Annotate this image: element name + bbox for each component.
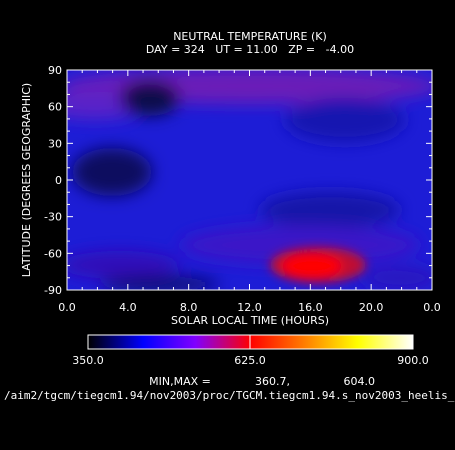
x-tick-label-5: 20.0 (359, 301, 384, 314)
colorbar-mid-label: 625.0 (234, 354, 266, 367)
north-cold-patch (120, 80, 180, 116)
south-mid-patch (260, 192, 400, 228)
south-evening-patch (360, 266, 432, 290)
y-tick-label-0: -90 (44, 284, 62, 297)
x-axis-label: SOLAR LOCAL TIME (HOURS) (171, 314, 329, 327)
y-tick-label-4: 30 (48, 137, 62, 150)
x-tick-label-2: 8.0 (180, 301, 198, 314)
heatmap-plot (67, 70, 432, 290)
warm-maximum (270, 247, 366, 283)
y-tick-label-5: 60 (48, 101, 62, 114)
minmax-label: MIN,MAX = (149, 375, 211, 388)
x-tick-label-6: 0.0 (423, 301, 441, 314)
south-pole-cold (100, 276, 220, 290)
y-axis: -90 -60 -30 0 30 60 90 (44, 64, 432, 297)
x-tick-label-0: 0.0 (58, 301, 76, 314)
heatmap-field (67, 70, 432, 290)
y-tick-label-2: -30 (44, 211, 62, 224)
chart-subtitle: DAY = 324 UT = 11.00 ZP = -4.00 (146, 43, 354, 56)
colorbar-max-label: 900.0 (397, 354, 429, 367)
chart-title: NEUTRAL TEMPERATURE (K) (173, 30, 327, 43)
maximum-core (282, 254, 342, 278)
y-tick-label-6: 90 (48, 64, 62, 77)
x-axis: 0.0 4.0 8.0 12.0 16.0 20.0 0.0 (58, 70, 441, 314)
south-morning-patch (67, 251, 180, 279)
footer-path: /aim2/tgcm/tiegcm1.94/nov2003/proc/TGCM.… (4, 389, 455, 402)
x-tick-label-1: 4.0 (119, 301, 137, 314)
y-tick-label-3: 0 (55, 174, 62, 187)
equatorial-cold-patch (72, 148, 152, 196)
max-value: 604.0 (344, 375, 376, 388)
y-tick-label-1: -60 (44, 247, 62, 260)
colorbar-min-label: 350.0 (72, 354, 104, 367)
x-tick-label-4: 16.0 (298, 301, 323, 314)
y-axis-label: LATITUDE (DEGREES GEOGRAPHIC) (20, 83, 33, 277)
north-evening-patch (285, 98, 405, 142)
x-tick-label-3: 12.0 (237, 301, 262, 314)
south-purple-band (180, 225, 420, 265)
min-value: 360.7, (255, 375, 290, 388)
